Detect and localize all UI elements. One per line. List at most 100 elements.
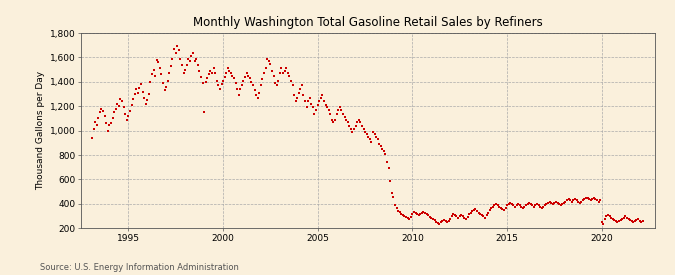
Point xyxy=(399,214,410,218)
Point xyxy=(546,201,557,205)
Point xyxy=(246,80,256,84)
Point xyxy=(236,83,247,88)
Point xyxy=(145,80,156,84)
Point xyxy=(445,216,456,221)
Point xyxy=(254,90,265,95)
Point xyxy=(517,205,528,210)
Point xyxy=(191,56,202,61)
Point xyxy=(368,130,379,134)
Point xyxy=(115,97,126,101)
Point xyxy=(366,139,377,144)
Point xyxy=(289,93,300,97)
Point xyxy=(369,132,380,136)
Point xyxy=(441,220,452,225)
Point xyxy=(347,130,358,134)
Point xyxy=(577,198,588,203)
Point xyxy=(265,61,276,66)
Point xyxy=(137,89,148,94)
Point xyxy=(630,219,641,223)
Point xyxy=(173,48,184,52)
Point xyxy=(186,54,197,58)
Point xyxy=(465,211,476,215)
Point xyxy=(306,101,317,106)
Point xyxy=(314,99,325,103)
Point xyxy=(96,106,107,111)
Point xyxy=(244,76,255,80)
Point xyxy=(516,204,526,209)
Point xyxy=(473,210,484,215)
Point xyxy=(287,83,298,88)
Point xyxy=(210,71,221,75)
Point xyxy=(481,213,492,217)
Point xyxy=(279,69,290,73)
Point xyxy=(215,87,225,91)
Point xyxy=(329,117,340,122)
Point xyxy=(530,203,541,208)
Point xyxy=(200,80,211,84)
Point xyxy=(434,221,445,226)
Point xyxy=(268,73,279,78)
Point xyxy=(241,71,252,75)
Point xyxy=(354,117,364,122)
Point xyxy=(101,121,111,125)
Point xyxy=(216,82,227,86)
Point xyxy=(339,115,350,119)
Point xyxy=(319,99,329,103)
Point xyxy=(415,212,426,216)
Point xyxy=(256,83,267,88)
Point xyxy=(159,88,170,93)
Point xyxy=(309,111,320,116)
Point xyxy=(603,213,614,217)
Point xyxy=(91,122,102,127)
Point xyxy=(511,203,522,208)
Point xyxy=(599,216,610,221)
Point xyxy=(292,95,302,100)
Point xyxy=(426,216,437,220)
Point xyxy=(544,199,555,204)
Point xyxy=(358,127,369,132)
Point xyxy=(259,71,269,75)
Point xyxy=(529,204,539,209)
Point xyxy=(131,87,142,91)
Point xyxy=(380,152,391,156)
Point xyxy=(388,194,399,199)
Point xyxy=(98,109,109,113)
Point xyxy=(401,214,412,219)
Point xyxy=(589,196,599,200)
Point xyxy=(451,214,462,219)
Point xyxy=(616,218,626,222)
Point xyxy=(164,71,175,75)
Point xyxy=(162,78,173,83)
Point xyxy=(143,92,154,96)
Point xyxy=(109,110,119,114)
Point xyxy=(558,201,569,205)
Point xyxy=(134,86,144,90)
Point xyxy=(252,95,263,100)
Point xyxy=(393,209,404,213)
Point xyxy=(374,142,385,146)
Point xyxy=(450,213,460,217)
Point xyxy=(112,101,123,106)
Point xyxy=(157,81,168,85)
Point xyxy=(155,66,165,71)
Point xyxy=(500,205,511,210)
Point xyxy=(224,69,235,73)
Point xyxy=(355,120,366,124)
Point xyxy=(479,215,490,220)
Point xyxy=(538,204,549,209)
Point xyxy=(464,212,475,216)
Point xyxy=(126,103,137,107)
Point xyxy=(230,81,241,85)
Point xyxy=(406,214,416,219)
Point xyxy=(103,128,113,133)
Point xyxy=(194,69,205,73)
Point xyxy=(549,201,560,205)
Point xyxy=(373,137,383,141)
Point xyxy=(483,210,493,215)
Point xyxy=(296,83,307,88)
Point xyxy=(489,203,500,208)
Point xyxy=(541,202,552,206)
Point xyxy=(363,134,374,139)
Point xyxy=(421,212,432,216)
Point xyxy=(439,218,450,222)
